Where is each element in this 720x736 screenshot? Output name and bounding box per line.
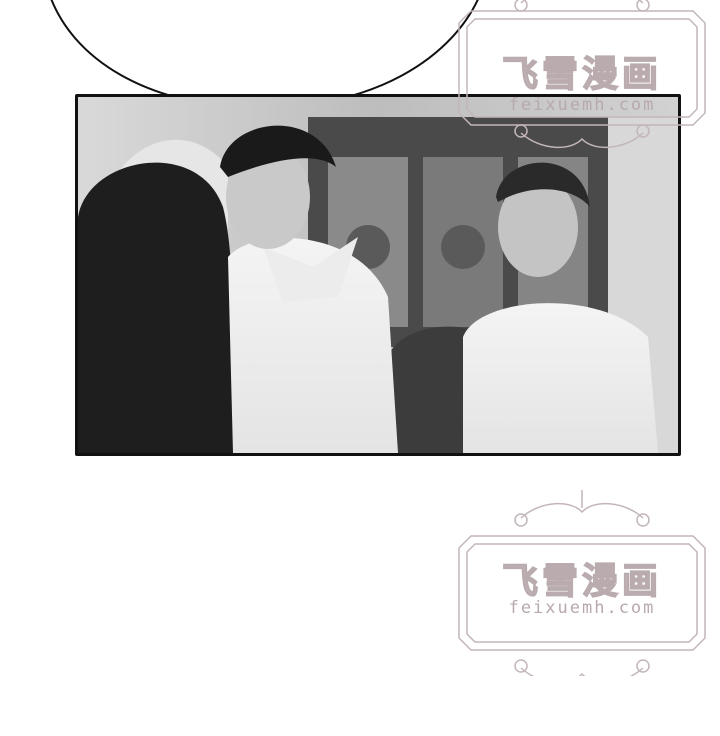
comic-panel-photo <box>75 94 681 456</box>
watermark-brand-text: 飞雪漫画 <box>501 53 662 96</box>
watermark-top: 飞雪漫画 feixuemh.com <box>451 0 713 151</box>
watermark-url-text: feixuemh.com <box>508 598 656 618</box>
watermark-bottom: 飞雪漫画 feixuemh.com <box>451 488 713 676</box>
watermark-brand-text: 飞雪漫画 <box>501 560 662 603</box>
watermark-url-text: feixuemh.com <box>508 95 656 115</box>
